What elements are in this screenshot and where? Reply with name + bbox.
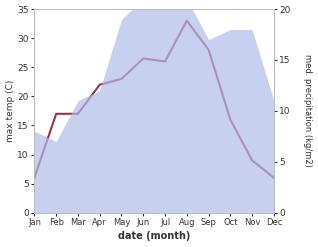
Y-axis label: med. precipitation (kg/m2): med. precipitation (kg/m2) [303,54,313,167]
Y-axis label: max temp (C): max temp (C) [5,80,15,142]
X-axis label: date (month): date (month) [118,231,190,242]
